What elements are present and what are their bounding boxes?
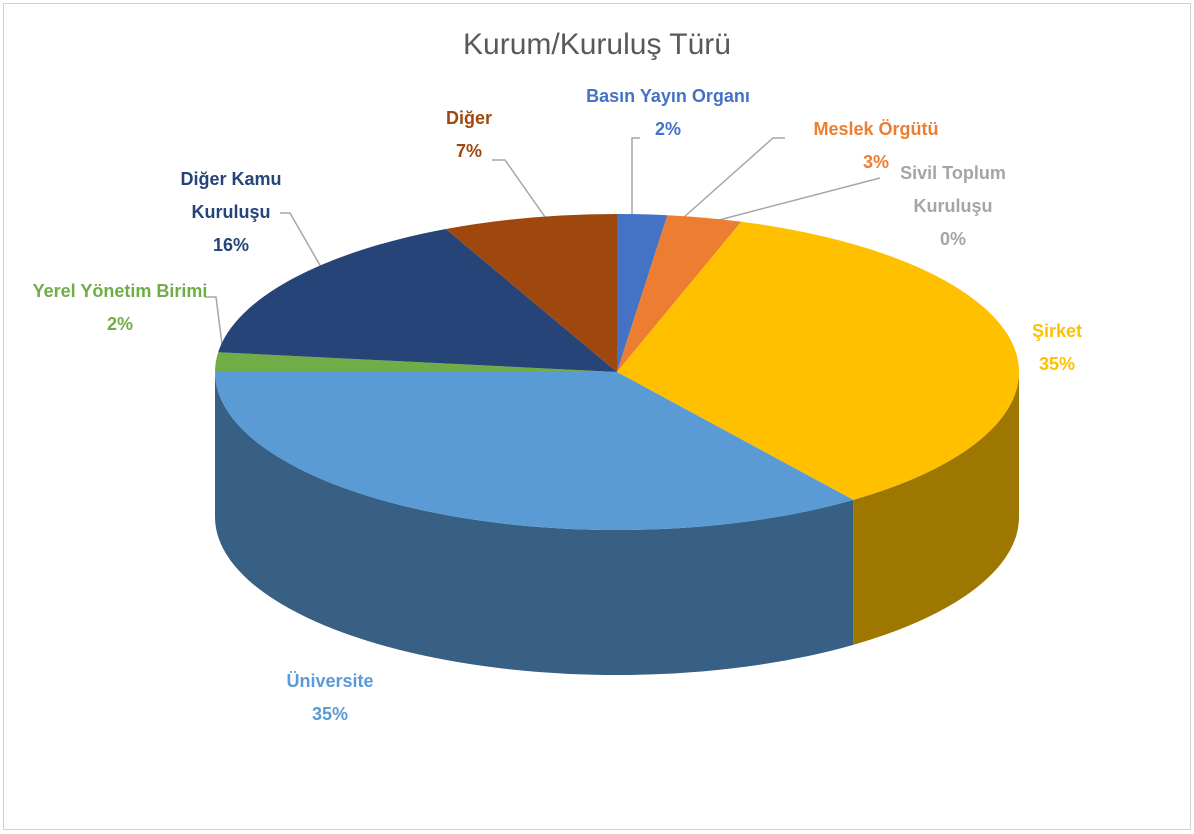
data-label-name: Sivil Toplum Kuruluşu bbox=[900, 163, 1006, 216]
data-label-name: Meslek Örgütü bbox=[813, 119, 939, 139]
leader-line bbox=[205, 296, 225, 361]
leader-line bbox=[631, 137, 640, 216]
pie-sides bbox=[214, 372, 1019, 675]
data-label: Diğer 7% bbox=[419, 102, 519, 168]
data-label-value: 3% bbox=[862, 152, 889, 172]
data-label-name: Basın Yayın Organı bbox=[586, 86, 750, 106]
leader-line bbox=[682, 137, 785, 219]
data-label-value: 7% bbox=[455, 141, 482, 161]
pie-slice bbox=[617, 221, 1019, 500]
pie-slice bbox=[215, 352, 617, 372]
pie-slice bbox=[445, 214, 617, 372]
data-label-name: Diğer Kamu Kuruluşu bbox=[180, 169, 282, 222]
pie-slice-side bbox=[214, 372, 854, 675]
chart-title: Kurum/Kuruluş Türü bbox=[463, 28, 731, 61]
pie-slice bbox=[617, 214, 668, 372]
pie-slice bbox=[617, 215, 742, 372]
leader-line bbox=[280, 212, 326, 275]
data-label-name: Üniversite bbox=[286, 671, 374, 691]
data-label: Üniversite 35% bbox=[230, 665, 430, 731]
data-label: Diğer Kamu Kuruluşu 16% bbox=[156, 163, 306, 262]
data-label: Basın Yayın Organı 2% bbox=[538, 80, 798, 146]
pie-slice bbox=[214, 372, 854, 530]
pie-tops bbox=[214, 214, 1019, 530]
data-label-value: 16% bbox=[212, 235, 250, 255]
pie-slice bbox=[218, 229, 617, 372]
data-label-value: 2% bbox=[106, 314, 133, 334]
data-label-value: 0% bbox=[939, 229, 966, 249]
data-label: Şirket 35% bbox=[997, 315, 1117, 381]
data-label: Sivil Toplum Kuruluşu 0% bbox=[873, 157, 1033, 256]
leader-line bbox=[718, 177, 881, 221]
data-label-name: Şirket bbox=[1031, 321, 1083, 341]
pie-slice-side bbox=[853, 372, 1019, 645]
data-label-name: Yerel Yönetim Birimi bbox=[32, 281, 208, 301]
data-label: Yerel Yönetim Birimi 2% bbox=[30, 275, 210, 341]
leader-lines bbox=[205, 137, 881, 361]
data-label-value: 2% bbox=[654, 119, 681, 139]
data-label: Meslek Örgütü 3% bbox=[776, 113, 976, 179]
data-label-value: 35% bbox=[1038, 354, 1076, 374]
data-label-name: Diğer bbox=[445, 108, 492, 128]
leader-line bbox=[492, 159, 546, 218]
data-label-value: 35% bbox=[311, 704, 349, 724]
